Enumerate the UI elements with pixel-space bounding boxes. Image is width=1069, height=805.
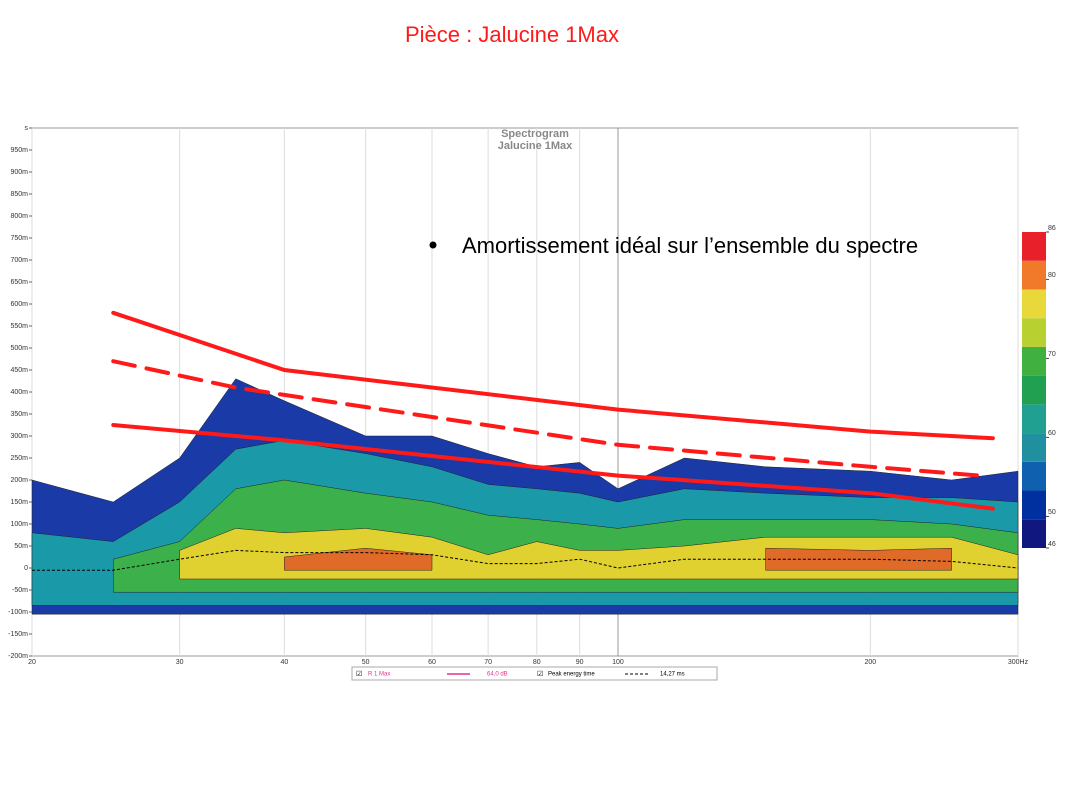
- slide-title: Pièce : Jalucine 1Max: [405, 22, 619, 47]
- colorbar-band: [1022, 346, 1046, 376]
- y-tick-label: 550m: [10, 323, 28, 330]
- y-tick-label: 450m: [10, 367, 28, 374]
- y-tick-label: 100m: [10, 521, 28, 528]
- bullet-dot: [429, 241, 437, 249]
- x-tick-label: 300Hz: [1008, 659, 1029, 666]
- y-tick-label: 0: [24, 565, 28, 572]
- y-tick-label: 350m: [10, 411, 28, 418]
- y-tick-label: 400m: [10, 389, 28, 396]
- colorbar-band: [1022, 375, 1046, 405]
- colorbar-label: 86: [1048, 225, 1056, 232]
- y-tick-label: 600m: [10, 301, 28, 308]
- annotation-line: [111, 359, 982, 478]
- y-tick-label: 850m: [10, 191, 28, 198]
- colorbar-band: [1022, 519, 1046, 548]
- colorbar-band: [1022, 260, 1046, 290]
- checkbox[interactable]: ☑: [537, 670, 543, 678]
- y-tick-label: 900m: [10, 169, 28, 176]
- plot: [31, 128, 1019, 656]
- colorbar-band: [1022, 318, 1046, 347]
- checkbox[interactable]: ☑: [356, 670, 362, 678]
- colorbar-label: 50: [1048, 509, 1056, 516]
- y-tick-label: 300m: [10, 433, 28, 440]
- colorbar-label: 46: [1048, 541, 1056, 548]
- y-tick-label: 50m: [14, 543, 28, 550]
- contour-area: [284, 547, 433, 571]
- colorbar-label: 80: [1048, 272, 1056, 279]
- x-tick-label: 70: [484, 659, 492, 666]
- legend-label: R 1 Max: [368, 672, 390, 678]
- colorbar-band: [1022, 232, 1046, 261]
- colorbar-band: [1022, 461, 1046, 491]
- x-tick-label: 30: [176, 659, 184, 666]
- colorbar-band: [1022, 404, 1046, 434]
- bullet-text: Amortissement idéal sur l’ensemble du sp…: [462, 233, 918, 258]
- legend-value: 64,0 dB: [487, 672, 508, 678]
- y-tick-label: 700m: [10, 257, 28, 264]
- y-tick-label: 650m: [10, 279, 28, 286]
- y-tick-label: -50m: [12, 587, 28, 594]
- colorbar-band: [1022, 433, 1046, 462]
- annotation-line: [111, 310, 995, 441]
- x-tick-label: 60: [428, 659, 436, 666]
- legend-value: 14,27 ms: [660, 672, 685, 678]
- y-tick-label: 150m: [10, 499, 28, 506]
- chart-subtitle: Jalucine 1Max: [498, 140, 573, 152]
- y-tick-label: 950m: [10, 147, 28, 154]
- y-tick-label: -100m: [8, 609, 28, 616]
- y-tick-label: -200m: [8, 653, 28, 660]
- annotation-line: [111, 423, 995, 511]
- y-tick-label: -150m: [8, 631, 28, 638]
- colorbar-label: 60: [1048, 430, 1056, 437]
- y-tick-label: 750m: [10, 235, 28, 242]
- colorbar-band: [1022, 490, 1046, 520]
- x-tick-label: 50: [362, 659, 370, 666]
- legend-label: Peak energy time: [548, 672, 595, 678]
- y-tick-label: 500m: [10, 345, 28, 352]
- y-tick-label: s: [25, 125, 29, 132]
- x-tick-label: 90: [576, 659, 584, 666]
- chart-title: Spectrogram: [501, 128, 569, 140]
- x-tick-label: 100: [612, 659, 624, 666]
- x-tick-label: 200: [865, 659, 877, 666]
- colorbar-label: 70: [1048, 351, 1056, 358]
- y-tick-label: 250m: [10, 455, 28, 462]
- x-tick-label: 20: [28, 659, 36, 666]
- y-tick-label: 200m: [10, 477, 28, 484]
- peak-energy-line: [32, 549, 1019, 571]
- y-tick-label: 800m: [10, 213, 28, 220]
- x-tick-label: 40: [280, 659, 288, 666]
- x-tick-label: 80: [533, 659, 541, 666]
- legend-box: [351, 666, 718, 681]
- colorbar-band: [1022, 289, 1046, 319]
